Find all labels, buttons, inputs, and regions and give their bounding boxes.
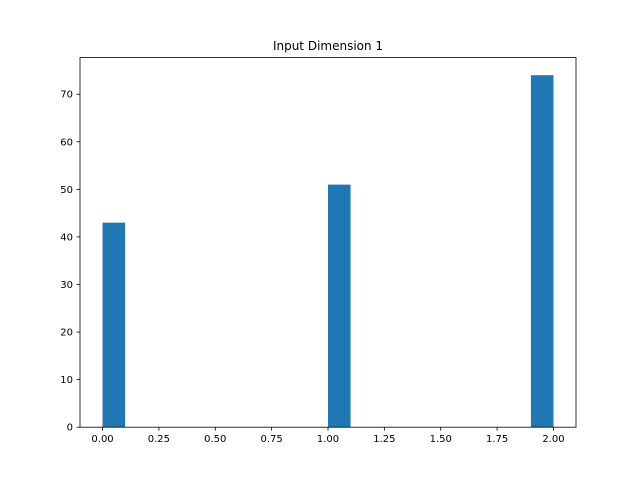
y-tick-label-1: 10 [60,375,73,386]
x-tick-label-2: 0.50 [204,434,226,445]
x-tick-label-8: 2.00 [542,434,564,445]
x-tick-label-4: 1.00 [317,434,339,445]
x-tick-label-1: 0.25 [148,434,170,445]
y-tick-label-4: 40 [60,232,73,243]
y-tick-label-3: 30 [60,280,73,291]
chart-title: Input Dimension 1 [273,39,383,53]
x-tick-label-7: 1.75 [486,434,508,445]
y-tick-label-7: 70 [60,90,73,101]
bar-1 [328,184,351,428]
x-tick-label-5: 1.25 [373,434,395,445]
y-axis-ticks: 0 10 20 30 40 50 60 70 [60,90,80,434]
bar-2 [530,75,554,428]
x-tick-label-6: 1.50 [430,434,452,445]
x-axis-ticks: 0.00 0.25 0.50 0.75 1.00 1.25 1.50 1.75 2.00 [91,427,565,445]
x-tick-label-0: 0.00 [91,434,113,445]
bar-0 [102,222,126,428]
bar-group [102,75,554,428]
y-tick-label-0: 0 [67,423,73,434]
y-tick-label-5: 50 [60,185,73,196]
y-tick-label-2: 20 [60,328,73,339]
x-tick-label-3: 0.75 [261,434,283,445]
y-tick-label-6: 60 [60,137,73,148]
plot-frame [79,57,577,428]
